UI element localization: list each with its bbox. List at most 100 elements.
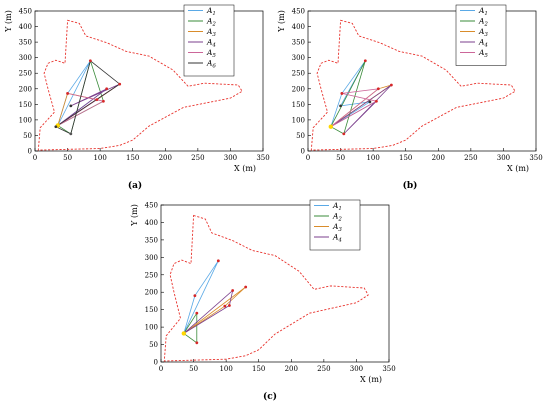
chart-c-xtick-label-250: 250	[317, 365, 330, 373]
chart-b-ytick-label-0: 0	[301, 148, 305, 156]
chart-b-ytick-label-250: 250	[292, 70, 305, 78]
chart-a-legend-label-a5: A5	[206, 48, 216, 59]
chart-c-ytick-label-150: 150	[145, 306, 158, 314]
chart-c-frame	[160, 204, 390, 363]
chart-a-ytick-label-300: 300	[19, 54, 32, 62]
chart-b-boundary	[310, 19, 516, 151]
chart-c-point-4	[195, 341, 199, 345]
chart-c-point-8	[223, 304, 227, 308]
chart-c-point-9	[195, 311, 199, 315]
chart-b-group: 0 50 100 150 200 250 300 350 0 50 100 150 200 250 300 3…	[277, 4, 543, 173]
chart-a-xtick-label-250: 250	[191, 154, 204, 162]
chart-a-legend-label-a6: A6	[206, 59, 216, 70]
chart-b-ytick-label-200: 200	[292, 85, 305, 93]
chart-b-ytick-label-350: 350	[292, 39, 305, 47]
chart-b-series-a1	[330, 60, 371, 128]
chart-a-point-9	[69, 104, 73, 108]
chart-a-ylabel: Y (m)	[4, 10, 13, 33]
chart-a-legend-label-a4: A4	[206, 38, 216, 49]
chart-c-ytick-label-350: 350	[145, 236, 158, 244]
chart-b-legend-label-a4: A4	[478, 38, 488, 49]
chart-b-frame	[307, 10, 537, 152]
chart-a-xtick-label-0: 0	[33, 154, 37, 162]
chart-b-ytick-label-150: 150	[292, 101, 305, 109]
chart-c-xtick-label-300: 300	[350, 365, 363, 373]
chart-b-legend-label-a1: A1	[478, 6, 488, 17]
chart-b-ytick-label-100: 100	[292, 116, 305, 124]
chart-a-legend-label-a1: A1	[206, 6, 216, 17]
chart-b-point-9	[339, 104, 342, 108]
chart-c-legend-label-a3: A3	[332, 222, 342, 233]
chart-b-ytick-label-50: 50	[296, 132, 305, 140]
chart-c-ytick-label-300: 300	[145, 254, 158, 262]
chart-b-legend-box	[455, 4, 507, 66]
chart-c-point-7	[228, 304, 231, 307]
chart-a-ytick-label-200: 200	[19, 85, 32, 93]
chart-a-ytick-label-450: 450	[19, 8, 32, 16]
chart-c-xtick-label-350: 350	[382, 365, 395, 373]
chart-a-point-10	[54, 125, 58, 129]
chart-a-point-3	[88, 59, 92, 63]
chart-c-legend-label-a2: A2	[332, 212, 342, 223]
chart-b-xtick-label-0: 0	[306, 154, 310, 162]
chart-a-xtick-label-100: 100	[93, 154, 106, 162]
chart-c-point-2	[193, 294, 197, 298]
chart-c-series-a2	[183, 311, 198, 344]
chart-a-legend-label-a2: A2	[206, 17, 216, 28]
chart-b-point-1	[328, 124, 333, 129]
chart-b-point-4	[342, 132, 346, 136]
chart-c-ytick-label-50: 50	[149, 341, 158, 349]
panel-a-label: (a)	[128, 180, 142, 191]
chart-b-point-6	[376, 87, 380, 91]
chart-c-ytick-label-250: 250	[145, 271, 158, 279]
chart-a-xtick-label-200: 200	[159, 154, 172, 162]
chart-b-xtick-label-150: 150	[399, 154, 412, 162]
chart-c-point-1	[181, 331, 186, 336]
chart-a-point-6	[105, 87, 109, 91]
chart-c-xtick-label-0: 0	[159, 365, 163, 373]
chart-c-point-5	[244, 285, 248, 289]
chart-c-series-a1	[183, 260, 219, 334]
chart-a-legend-label-a3: A3	[206, 27, 216, 38]
chart-a-point-4	[69, 132, 73, 136]
chart-b-ylabel: Y (m)	[277, 10, 286, 33]
chart-c-xtick-label-200: 200	[285, 365, 298, 373]
chart-a-point-8	[95, 98, 99, 102]
chart-b-legend-label-a3: A3	[478, 27, 488, 38]
chart-a-group: 0 50 100 150 200 250 300 350 0 50 100 150 200 250 300 3…	[4, 4, 270, 173]
chart-b-series-a2	[330, 60, 366, 135]
chart-c-xtick-label-100: 100	[219, 365, 232, 373]
chart-c-series-a3	[183, 286, 246, 334]
chart-a-ytick-label-400: 400	[19, 23, 32, 31]
chart-a-xtick-label-350: 350	[256, 154, 269, 162]
chart-c-ytick-label-200: 200	[145, 289, 158, 297]
chart-a-point-5	[118, 82, 122, 86]
chart-c-xlabel: X (m)	[360, 375, 382, 384]
chart-a-xtick-label-300: 300	[224, 154, 237, 162]
chart-b-xtick-label-250: 250	[464, 154, 477, 162]
chart-c-ytick-label-100: 100	[145, 324, 158, 332]
chart-b-point-5	[389, 83, 393, 87]
chart-c-legend-label-a4: A4	[332, 233, 342, 244]
chart-b-xtick-label-50: 50	[336, 154, 345, 162]
chart-a-ytick-label-0: 0	[28, 148, 32, 156]
chart-b-point-3	[363, 59, 367, 63]
chart-c-legend-box	[309, 199, 361, 251]
chart-a-ytick-label-50: 50	[23, 132, 32, 140]
chart-c-xtick-label-50: 50	[189, 365, 198, 373]
chart-b-xtick-label-300: 300	[497, 154, 510, 162]
chart-a-xtick-label-50: 50	[63, 154, 72, 162]
chart-b-xtick-label-100: 100	[366, 154, 379, 162]
chart-b-point-8	[368, 100, 372, 104]
chart-b-legend-label-a5: A5	[478, 48, 488, 59]
chart-b-ytick-label-400: 400	[292, 23, 305, 31]
chart-a-boundary	[37, 19, 243, 151]
chart-b-series-a5	[330, 88, 380, 128]
chart-c-point-3	[216, 259, 220, 263]
chart-a-frame	[34, 10, 264, 152]
chart-a-point-2	[66, 92, 69, 95]
chart-b-ytick-label-300: 300	[292, 54, 305, 62]
